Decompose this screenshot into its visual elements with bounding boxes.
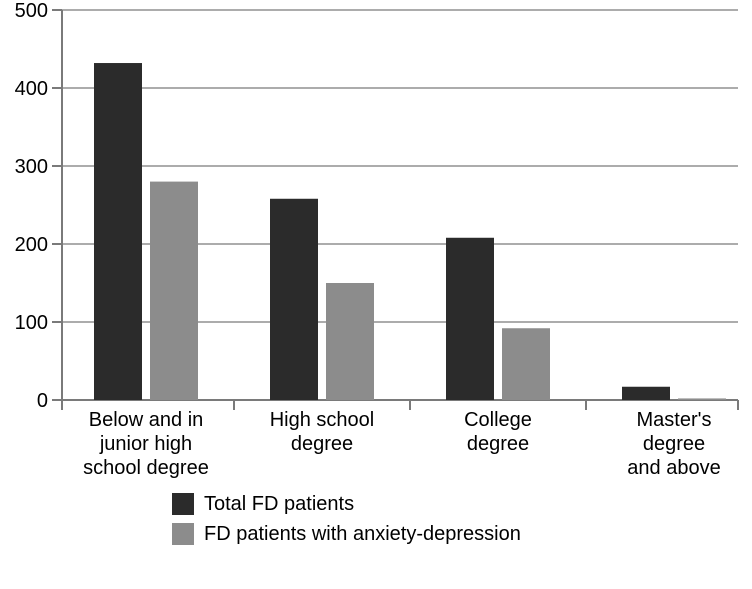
- category-label: High schooldegree: [270, 409, 375, 455]
- legend-label: Total FD patients: [204, 493, 354, 515]
- bar: [622, 387, 670, 400]
- category-label: Collegedegree: [464, 409, 532, 455]
- bar: [270, 199, 318, 400]
- bar: [326, 283, 374, 400]
- y-tick-label: 500: [15, 0, 48, 22]
- legend-label: FD patients with anxiety-depression: [204, 523, 521, 545]
- bar: [678, 398, 726, 400]
- category-label: Master'sdegreeand above: [627, 409, 720, 479]
- bar: [94, 63, 142, 400]
- y-tick-label: 300: [15, 156, 48, 178]
- legend-swatch: [172, 523, 194, 545]
- bar: [150, 182, 198, 400]
- y-tick-label: 400: [15, 78, 48, 100]
- category-label: Below and injunior highschool degree: [83, 409, 209, 479]
- bar: [446, 238, 494, 400]
- y-tick-label: 200: [15, 234, 48, 256]
- bar-chart: 0 100 200 300 400 500 Below and injunior highs…: [0, 0, 752, 589]
- bar: [502, 328, 550, 400]
- y-tick-label: 100: [15, 312, 48, 334]
- chart-svg: 0 100 200 300 400 500 Below and injunior highs…: [0, 0, 752, 589]
- y-tick-label: 0: [37, 390, 48, 412]
- legend-swatch: [172, 493, 194, 515]
